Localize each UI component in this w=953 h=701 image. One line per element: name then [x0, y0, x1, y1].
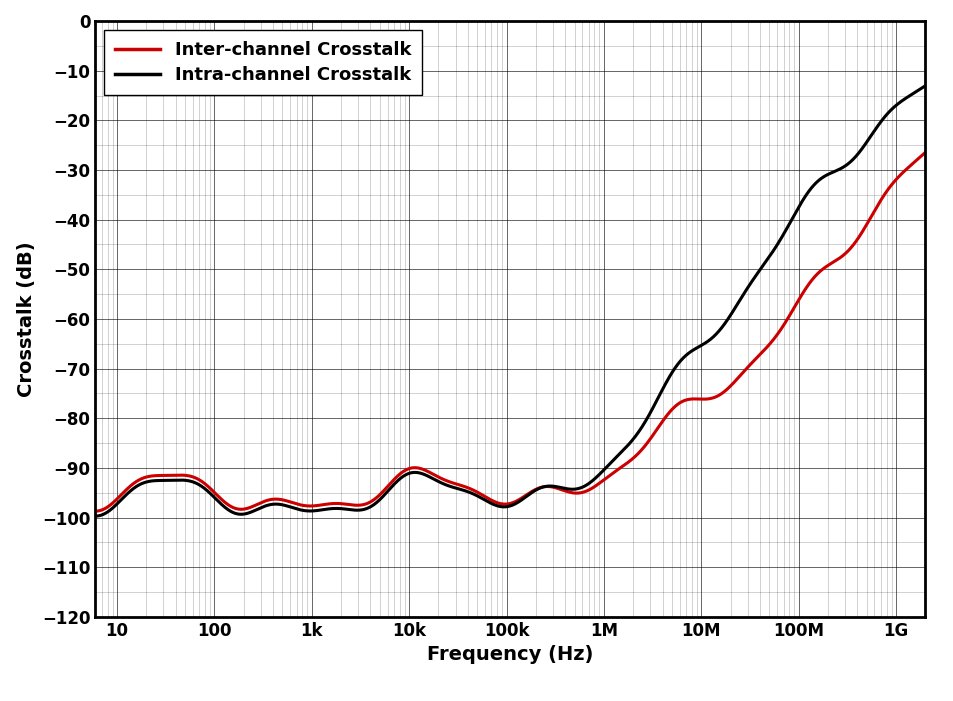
Line: Inter-channel Crosstalk: Inter-channel Crosstalk	[95, 152, 924, 511]
Intra-channel Crosstalk	[443, 482, 455, 491]
Intra-channel Crosstalk	[184, 477, 195, 485]
Y-axis label: Crosstalk (dB): Crosstalk (dB)	[17, 241, 36, 397]
Inter-channel Crosstalk	[90, 507, 101, 515]
Intra-channel Crosstalk	[90, 512, 101, 520]
Line: Intra-channel Crosstalk: Intra-channel Crosstalk	[95, 86, 924, 516]
Inter-channel Crosstalk	[902, 163, 914, 171]
Intra-channel Crosstalk	[233, 510, 245, 518]
Intra-channel Crosstalk	[408, 468, 419, 477]
Inter-channel Crosstalk	[919, 148, 930, 156]
Intra-channel Crosstalk	[813, 175, 824, 184]
Inter-channel Crosstalk	[408, 463, 419, 472]
Inter-channel Crosstalk	[443, 477, 455, 486]
Legend: Inter-channel Crosstalk, Intra-channel Crosstalk: Inter-channel Crosstalk, Intra-channel C…	[104, 30, 422, 95]
Inter-channel Crosstalk	[184, 472, 195, 480]
Inter-channel Crosstalk	[233, 505, 245, 513]
Inter-channel Crosstalk	[813, 268, 824, 276]
Intra-channel Crosstalk	[902, 92, 914, 100]
X-axis label: Frequency (Hz): Frequency (Hz)	[427, 646, 593, 665]
Intra-channel Crosstalk	[919, 81, 930, 90]
